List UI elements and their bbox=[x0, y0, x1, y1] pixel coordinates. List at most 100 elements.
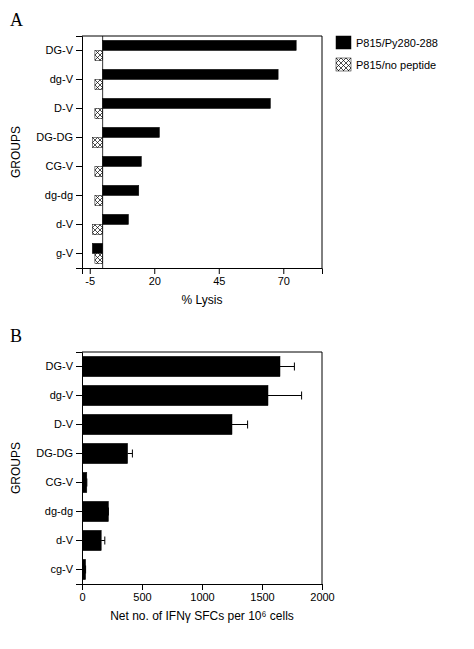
tick-label: D-V bbox=[54, 418, 74, 430]
bar bbox=[82, 385, 268, 405]
tick: dg-dg bbox=[45, 189, 82, 201]
tick-label: 70 bbox=[278, 275, 290, 287]
legend-swatch bbox=[336, 36, 351, 49]
tick-label: d-V bbox=[56, 218, 74, 230]
tick: 45 bbox=[213, 268, 225, 287]
y-axis-title: GROUPS bbox=[9, 442, 23, 494]
bar bbox=[95, 51, 103, 61]
tick-label: CG-V bbox=[46, 476, 74, 488]
tick: DG-V bbox=[46, 360, 83, 372]
error-line bbox=[128, 453, 133, 454]
bar bbox=[95, 196, 103, 206]
bar bbox=[92, 243, 102, 253]
x-axis-title: % Lysis bbox=[182, 293, 223, 307]
legend-item: P815/no peptide bbox=[336, 58, 436, 71]
tick-label: DG-DG bbox=[36, 447, 73, 459]
tick-mark bbox=[76, 540, 82, 541]
tick: CG-V bbox=[46, 160, 83, 172]
bar bbox=[103, 69, 278, 79]
error-cap bbox=[301, 392, 302, 400]
tick-mark bbox=[262, 584, 263, 590]
bar bbox=[95, 254, 103, 264]
legend-swatch bbox=[336, 58, 351, 71]
error-bar bbox=[128, 450, 133, 458]
tick-label: 0 bbox=[79, 591, 85, 603]
bar bbox=[103, 98, 271, 108]
x-axis: -5 20 45 70 bbox=[83, 268, 323, 287]
panel-label: A bbox=[10, 10, 23, 30]
error-line bbox=[268, 395, 302, 396]
legend: P815/Py280-288 P815/no peptide bbox=[336, 36, 438, 71]
error-bars bbox=[86, 363, 302, 574]
tick-mark bbox=[76, 511, 82, 512]
tick: dg-dg bbox=[45, 505, 82, 517]
error-bar bbox=[101, 537, 105, 545]
bar bbox=[95, 167, 103, 177]
tick-mark bbox=[76, 108, 82, 109]
error-bar bbox=[86, 479, 87, 487]
tick: 20 bbox=[149, 268, 161, 287]
tick: 0 bbox=[79, 584, 85, 603]
tick-mark bbox=[76, 79, 82, 80]
error-bar bbox=[280, 363, 294, 371]
tick: d-V bbox=[56, 218, 82, 230]
tick-label: CG-V bbox=[46, 160, 74, 172]
tick-mark bbox=[76, 166, 82, 167]
error-cap bbox=[86, 479, 87, 487]
bar bbox=[103, 40, 297, 50]
tick-label: DG-V bbox=[46, 360, 74, 372]
tick-mark bbox=[76, 137, 82, 138]
tick-mark bbox=[219, 268, 220, 274]
bar bbox=[82, 443, 128, 463]
bar bbox=[82, 530, 101, 550]
bar bbox=[82, 356, 280, 376]
error-cap bbox=[108, 508, 109, 516]
bar-series bbox=[82, 356, 280, 579]
tick-mark bbox=[283, 268, 284, 274]
frame bbox=[82, 36, 322, 268]
tick: g-V bbox=[56, 247, 82, 259]
frame bbox=[82, 352, 322, 584]
tick-mark bbox=[76, 253, 82, 254]
tick-mark bbox=[76, 395, 82, 396]
axis-line bbox=[83, 585, 323, 591]
axis-line bbox=[76, 37, 83, 269]
tick: 500 bbox=[133, 584, 151, 603]
bar bbox=[82, 414, 232, 434]
panel: -5204570DG-Vdg-VD-VDG-DGCG-Vdg-dgd-Vg-V%… bbox=[9, 10, 438, 307]
error-cap bbox=[132, 450, 133, 458]
tick-label: cg-V bbox=[50, 563, 73, 575]
tick-mark bbox=[76, 366, 82, 367]
tick-label: 1000 bbox=[190, 591, 214, 603]
legend-item: P815/Py280-288 bbox=[336, 36, 438, 49]
tick-label: g-V bbox=[56, 247, 74, 259]
tick: cg-V bbox=[50, 563, 82, 575]
error-bar bbox=[232, 421, 248, 429]
tick: d-V bbox=[56, 534, 82, 546]
tick-mark bbox=[202, 584, 203, 590]
bar bbox=[95, 109, 103, 119]
plot-area bbox=[92, 40, 296, 263]
tick-mark bbox=[322, 584, 323, 590]
panel-label: B bbox=[10, 326, 22, 346]
tick-mark bbox=[90, 268, 91, 274]
error-bar bbox=[268, 392, 302, 400]
tick: D-V bbox=[54, 418, 82, 430]
tick-label: d-V bbox=[56, 534, 74, 546]
tick-label: dg-dg bbox=[45, 505, 73, 517]
tick-mark bbox=[76, 195, 82, 196]
tick: DG-DG bbox=[36, 447, 82, 459]
tick-mark bbox=[76, 50, 82, 51]
error-line bbox=[101, 540, 105, 541]
error-line bbox=[280, 366, 294, 367]
tick-label: DG-V bbox=[46, 44, 74, 56]
error-bar bbox=[108, 508, 109, 516]
tick-label: -5 bbox=[85, 275, 95, 287]
tick-mark bbox=[76, 424, 82, 425]
tick: dg-V bbox=[50, 389, 82, 401]
tick-label: dg-V bbox=[50, 389, 74, 401]
y-axis-title: GROUPS bbox=[9, 126, 23, 178]
panel: 0500100015002000DG-Vdg-VD-VDG-DGCG-Vdg-d… bbox=[9, 326, 335, 623]
chart-svg: -5 20 45 70 DG-V dg-V D-V DG-DG CG-V dg-dg d-V g-V%… bbox=[0, 0, 474, 649]
bar bbox=[92, 225, 102, 235]
